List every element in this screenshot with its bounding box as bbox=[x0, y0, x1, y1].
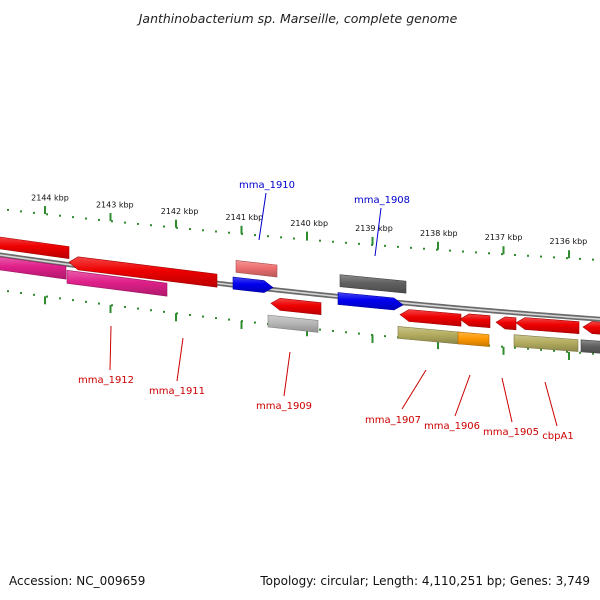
gene-mma-1907 bbox=[399, 309, 462, 327]
gene-mma-1906-lower bbox=[457, 331, 490, 347]
mma-1911-leader bbox=[176, 337, 184, 382]
gene-mma-1908 bbox=[337, 292, 404, 311]
gene-right-edge bbox=[582, 321, 600, 335]
gene-mma-1906 bbox=[459, 313, 491, 329]
tick-label-7: 2137 kbp bbox=[485, 233, 523, 242]
tick-label-2: 2142 kbp bbox=[161, 207, 199, 216]
gene-mma-1905 bbox=[495, 316, 517, 331]
mma-1910-label: mma_1910 bbox=[239, 180, 295, 191]
gene-upper-gray bbox=[339, 274, 407, 294]
gene-mma-1912 bbox=[0, 256, 67, 280]
accession-text: Accession: NC_009659 bbox=[9, 574, 146, 588]
map-title: Janthinobacterium sp. Marseille, complet… bbox=[136, 11, 458, 26]
mma-1906-leader bbox=[454, 374, 471, 417]
gene-cbpA1 bbox=[515, 317, 580, 335]
gene-cbpA1-lower bbox=[513, 334, 579, 352]
tick-label-6: 2138 kbp bbox=[420, 229, 458, 238]
gene-mma-1910-upper bbox=[235, 260, 278, 278]
tick-label-group: 2144 kbp 2143 kbp 2142 kbp 2141 kbp 2140 kbp… bbox=[31, 194, 587, 247]
upper-tick-ring bbox=[7, 206, 594, 261]
mma-1905-label: mma_1905 bbox=[483, 427, 539, 438]
gene-upper-red-left bbox=[0, 236, 70, 259]
mma-1909-leader bbox=[283, 351, 291, 397]
genome-summary-text: Topology: circular; Length: 4,110,251 bp… bbox=[260, 574, 590, 588]
gene-mma-1911-magenta bbox=[66, 269, 168, 297]
gene-label-group: mma_1910 mma_1908 mma_1912 mma_1911 mma_1909… bbox=[78, 180, 574, 442]
mma-1907-label: mma_1907 bbox=[365, 415, 421, 426]
mma-1909-label: mma_1909 bbox=[256, 401, 312, 412]
gene-mma-1911 bbox=[68, 256, 218, 288]
mma-1905-leader bbox=[501, 377, 513, 423]
lower-tick-ring bbox=[7, 290, 594, 360]
cbpA1-label: cbpA1 bbox=[542, 431, 573, 442]
mma-1907-leader bbox=[401, 369, 427, 410]
mma-1912-leader bbox=[109, 325, 112, 371]
tick-label-8: 2136 kbp bbox=[550, 237, 588, 246]
tick-label-1: 2143 kbp bbox=[96, 201, 134, 210]
gene-mma-1909-lower bbox=[267, 314, 319, 333]
mma-1908-leader bbox=[374, 207, 382, 257]
gene-features bbox=[0, 236, 600, 354]
tick-label-4: 2140 kbp bbox=[290, 219, 328, 228]
mma-1912-label: mma_1912 bbox=[78, 375, 134, 386]
gene-mma-1909 bbox=[270, 297, 322, 316]
tick-label-3: 2141 kbp bbox=[226, 213, 264, 222]
mma-1910-leader bbox=[258, 192, 267, 241]
cbpA1-leader bbox=[544, 381, 558, 427]
gene-mma-1907-lower bbox=[397, 326, 461, 345]
mma-1908-label: mma_1908 bbox=[354, 195, 410, 206]
tick-label-5: 2139 kbp bbox=[355, 224, 393, 233]
gene-mma-1910 bbox=[232, 276, 274, 293]
mma-1906-label: mma_1906 bbox=[424, 421, 480, 432]
mma-1911-label: mma_1911 bbox=[149, 386, 205, 397]
tick-label-0: 2144 kbp bbox=[31, 194, 69, 203]
gene-right-edge-lower bbox=[580, 339, 600, 354]
